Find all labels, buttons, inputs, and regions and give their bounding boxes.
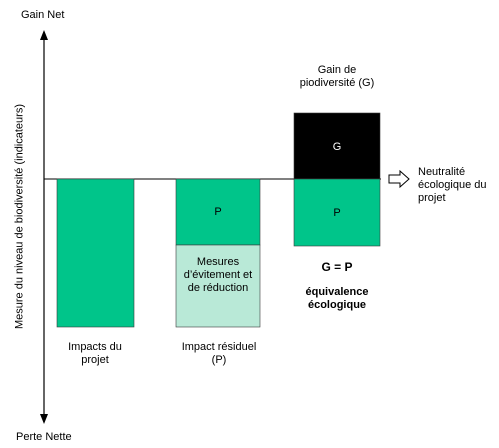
perte-nette-label: Perte Nette <box>16 431 72 443</box>
mitigation-label: Mesures d’évitement et de réduction <box>183 256 253 294</box>
equivalence-p-bar <box>293 178 381 247</box>
residual-caption: Impact résiduel (P) <box>181 341 257 366</box>
neutrality-arrow-icon <box>388 169 410 189</box>
equation-label: G = P <box>321 260 353 274</box>
axis-arrow-down-icon <box>40 414 48 424</box>
mitigation-bar <box>175 244 261 328</box>
equivalence-caption: équivalence écologique <box>305 286 369 311</box>
impacts-caption: Impacts du projet <box>68 341 122 366</box>
gain-net-label: Gain Net <box>21 9 65 21</box>
gain-title: Gain de piodiversité (G) <box>299 64 375 89</box>
equivalence-p-label: P <box>333 207 341 219</box>
vertical-axis-label: Mesure du niveau de biodiversité (indica… <box>13 104 26 330</box>
gain-g-bar <box>293 112 381 180</box>
gain-g-label: G <box>332 141 342 153</box>
neutrality-label: Neutralité écologique du projet <box>418 166 487 204</box>
residual-p-label: P <box>214 206 222 218</box>
axis-arrow-up-icon <box>40 30 48 40</box>
residual-p-bar <box>175 178 261 246</box>
impacts-bar <box>56 178 135 328</box>
